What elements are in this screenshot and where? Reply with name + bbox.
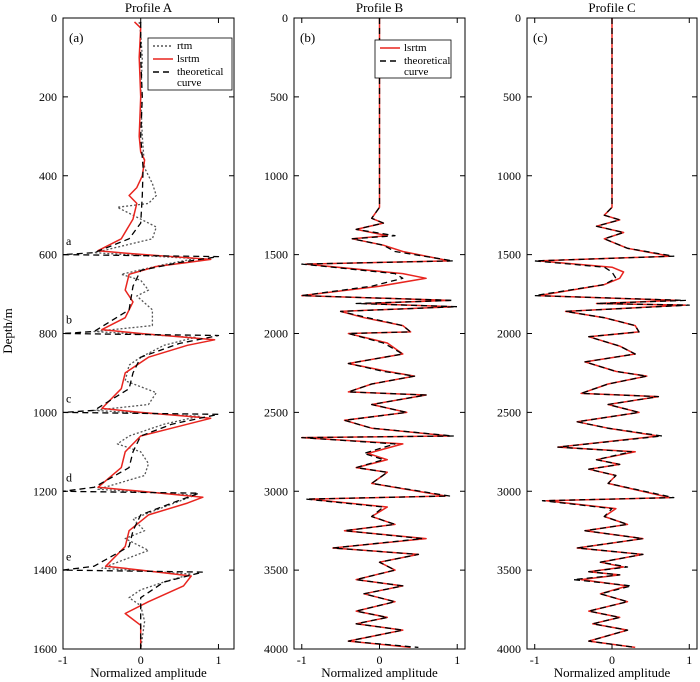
legend-box [374,39,452,79]
y-tick-label: 1500 [264,248,288,262]
y-tick-label: 1500 [497,248,521,262]
x-tick-label: 0 [138,653,144,667]
y-tick-label: 0 [282,11,288,25]
series-line-rtm [93,21,200,649]
y-tick-label: 2500 [497,405,521,419]
x-axis-label: Normalized amplitude [321,665,438,680]
x-axis-label: Normalized amplitude [554,665,671,680]
y-tick-label: 3500 [497,563,521,577]
y-tick-label: 2000 [264,327,288,341]
legend-label: lsrtm [404,42,427,54]
x-tick-label: 1 [686,653,692,667]
y-tick-label: 2500 [264,405,288,419]
y-tick-label: 2000 [497,327,521,341]
y-tick-label: 4000 [264,642,288,656]
panel-b: 0 500 1000 1500 2000 2500 3000 3500 4000 -1 0 1 Prof… [264,0,466,680]
legend-label: curve [404,66,429,78]
panel-label: (b) [300,30,315,45]
annotation-label: d [66,470,72,484]
y-tick-label: 1400 [33,563,57,577]
y-tick-label: 400 [39,169,57,183]
x-tick-label: -1 [530,653,540,667]
y-tick-label: 0 [51,11,57,25]
annotation-label: b [66,313,72,327]
panel-label: (c) [533,30,547,45]
annotation-label: a [66,234,72,248]
y-tick-label: 3000 [497,484,521,498]
y-tick-label: 3500 [264,563,288,577]
y-tick-label: 1000 [264,169,288,183]
panel-label: (a) [69,30,83,45]
x-tick-label: 1 [215,653,221,667]
panel-title: Profile C [588,0,635,15]
legend-label: curve [177,77,202,89]
series-line-lsrtm [301,18,455,649]
x-tick-label: 0 [377,653,383,667]
series-group [301,18,458,649]
y-tick-label: 4000 [497,642,521,656]
x-tick-label: -1 [58,653,68,667]
x-axis-label: Normalized amplitude [90,665,207,680]
series-line-theoretical-curve [63,21,220,649]
annotation-label: c [66,392,71,406]
annotation-label: e [66,549,71,563]
y-tick-label: 200 [39,90,57,104]
panel-c: 0 500 1000 1500 2000 2500 3000 3500 4000 -1 0 1 Prof… [497,0,698,680]
legend-label: theoretical [404,55,450,67]
y-tick-label: 600 [39,248,57,262]
legend-label: theoretical [177,66,223,78]
x-tick-label: 1 [454,653,460,667]
x-tick-label: 0 [609,653,615,667]
y-tick-label: 500 [270,90,288,104]
y-tick-label: 3000 [264,484,288,498]
legend-label: rtm [177,40,193,52]
y-tick-label: 500 [503,90,521,104]
y-tick-label: 800 [39,327,57,341]
panel-title: Profile B [356,0,404,15]
series-line-theoretical-curve [301,18,458,649]
y-tick-label: 1200 [33,484,57,498]
y-tick-label: 1000 [497,169,521,183]
y-tick-label: 1600 [33,642,57,656]
y-tick-label: 0 [515,11,521,25]
series-group [63,21,220,649]
series-group [534,18,690,649]
series-line-theoretical-curve [534,18,690,649]
panel-title: Profile A [125,0,173,15]
panel-a: 0 200 400 600 800 1000 1200 1400 1600-1 0 1 Profile… [33,0,235,680]
y-axis-label: Depth/m [0,308,15,354]
y-tick-label: 1000 [33,405,57,419]
legend-label: lsrtm [177,53,200,65]
x-tick-label: -1 [297,653,307,667]
series-line-lsrtm [97,21,216,649]
